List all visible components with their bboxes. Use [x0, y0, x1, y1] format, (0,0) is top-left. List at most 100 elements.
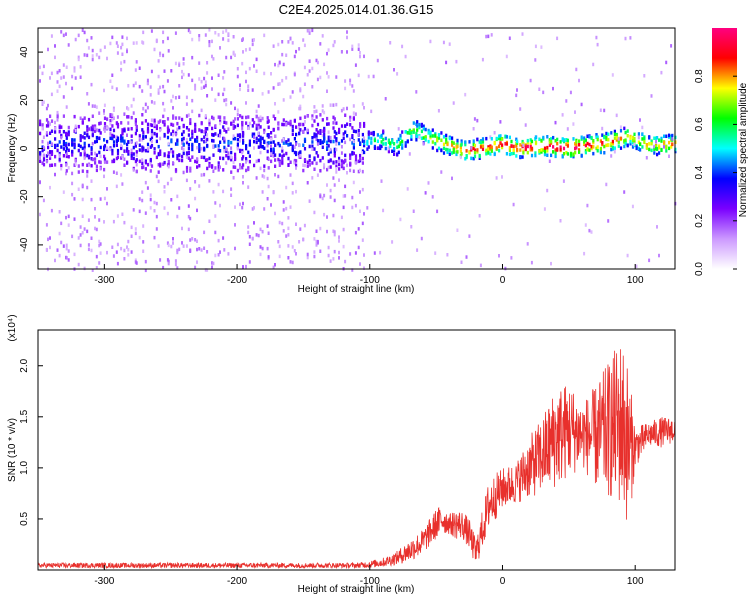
spectrogram-cell	[172, 94, 174, 99]
spectrogram-cell	[338, 239, 340, 243]
colorbar-gradient	[712, 28, 737, 269]
spectrogram-cell	[526, 138, 529, 143]
spectrogram-cell	[167, 151, 170, 155]
spectrogram-cell	[196, 239, 198, 243]
spectrogram-cell	[121, 136, 124, 140]
spectrogram-cell	[361, 221, 364, 226]
spectrogram-cell	[230, 140, 233, 145]
spectrogram-cell	[342, 136, 345, 140]
spectrogram-cell	[73, 197, 76, 201]
spectrogram-cell	[236, 137, 239, 142]
spectrogram-cell	[584, 143, 587, 148]
spectrogram-cell	[590, 146, 593, 151]
spectrogram-cell	[77, 187, 80, 191]
spectrogram-cell	[191, 131, 194, 136]
spectrogram-cell	[182, 147, 185, 152]
spectrogram-cell	[512, 151, 515, 156]
spectrogram-cell	[671, 142, 674, 146]
spectrogram-cell	[332, 115, 335, 120]
spectrogram-cell	[178, 84, 181, 88]
spectrogram-cell	[123, 248, 126, 253]
spectrogram-cell	[132, 41, 135, 45]
spectrogram-cell	[138, 235, 141, 240]
spectrogram-cell	[242, 201, 244, 206]
spectrogram-cell	[311, 140, 314, 144]
spectrogram-cell	[656, 147, 659, 151]
spectrogram-cell	[624, 36, 627, 41]
spectrogram-cell	[489, 152, 492, 156]
spectrogram-cell	[77, 262, 80, 267]
spectrogram-cell	[437, 136, 441, 140]
spectrogram-cell	[670, 134, 673, 138]
spectrogram-cell	[344, 130, 347, 134]
spectrogram-cell	[135, 128, 138, 132]
spectrogram-cell	[81, 28, 84, 32]
spectrogram-cell	[340, 139, 344, 143]
spectrogram-cell	[299, 104, 302, 109]
spectrogram-cell	[546, 135, 549, 139]
spectrogram-cell	[248, 235, 251, 239]
spectrogram-cell	[420, 236, 423, 241]
spectrogram-cell	[277, 42, 280, 47]
spectrogram-cell	[98, 243, 101, 248]
spectrogram-cell	[242, 50, 244, 54]
spectrogram-cell	[187, 156, 190, 160]
spectrogram-cell	[194, 138, 197, 142]
spectrogram-cell	[389, 141, 392, 146]
spectrogram-cell	[182, 136, 185, 141]
spectrogram-cell	[313, 105, 316, 109]
spectrogram-cell	[599, 139, 602, 143]
spectrogram-cell	[559, 147, 562, 152]
spectrogram-cell	[574, 150, 577, 155]
spectrogram-cell	[519, 148, 522, 152]
spectrogram-cell	[150, 135, 154, 140]
spectrogram-cell	[178, 125, 181, 130]
spectrogram-cell	[641, 137, 644, 141]
spectrogram-cell	[561, 154, 564, 158]
spectrogram-cell	[65, 154, 68, 159]
spectrogram-cell	[281, 52, 284, 57]
spectrogram-cell	[313, 250, 316, 254]
spectrogram-cell	[473, 148, 477, 152]
spectrogram-cell	[194, 196, 197, 201]
spectrogram-cell	[214, 124, 217, 128]
spectrogram-cell	[174, 168, 178, 172]
spectrogram-cell	[170, 149, 173, 154]
spectrogram-cell	[431, 195, 434, 199]
spectrogram-cell	[219, 134, 221, 138]
spectrogram-cell	[214, 166, 217, 170]
spectrogram-cell	[206, 61, 209, 65]
spectrogram-cell	[446, 253, 449, 257]
spectrogram-cell	[81, 197, 84, 202]
spectrogram-cell	[225, 121, 228, 125]
spectrogram-cell	[77, 164, 80, 168]
spectrogram-cell	[234, 53, 236, 57]
spectrogram-cell	[335, 121, 338, 125]
spectrogram-cell	[248, 142, 251, 147]
spectrogram-cell	[629, 139, 632, 144]
spectrogram-cell	[259, 227, 262, 232]
spectrogram-cell	[79, 134, 82, 138]
spectrogram-cell	[176, 138, 179, 142]
spectrogram-cell	[138, 134, 141, 138]
spectrogram-cell	[121, 182, 124, 186]
spectrogram-cell	[39, 65, 41, 70]
spectrogram-cell	[327, 253, 330, 258]
spectrogram-cell	[639, 148, 642, 152]
spectrogram-cell	[62, 154, 65, 158]
spectrogram-cell	[473, 150, 477, 155]
spectrogram-cell	[319, 249, 322, 253]
spectrogram-cell	[572, 137, 575, 141]
spectrogram-cell	[230, 101, 233, 105]
spectrogram-cell	[379, 135, 382, 139]
spectrogram-cell	[316, 122, 320, 127]
spectrogram-cell	[295, 163, 298, 168]
spectrogram-cell	[90, 148, 93, 152]
spectrogram-cell	[103, 111, 105, 115]
spectrogram-cell	[126, 115, 129, 119]
spectrogram-cell	[289, 260, 292, 264]
spectrogram-cell	[176, 214, 179, 219]
spectrogram-cell	[485, 148, 488, 153]
spectrogram-cell	[166, 241, 169, 245]
spectrogram-cell	[434, 251, 437, 255]
